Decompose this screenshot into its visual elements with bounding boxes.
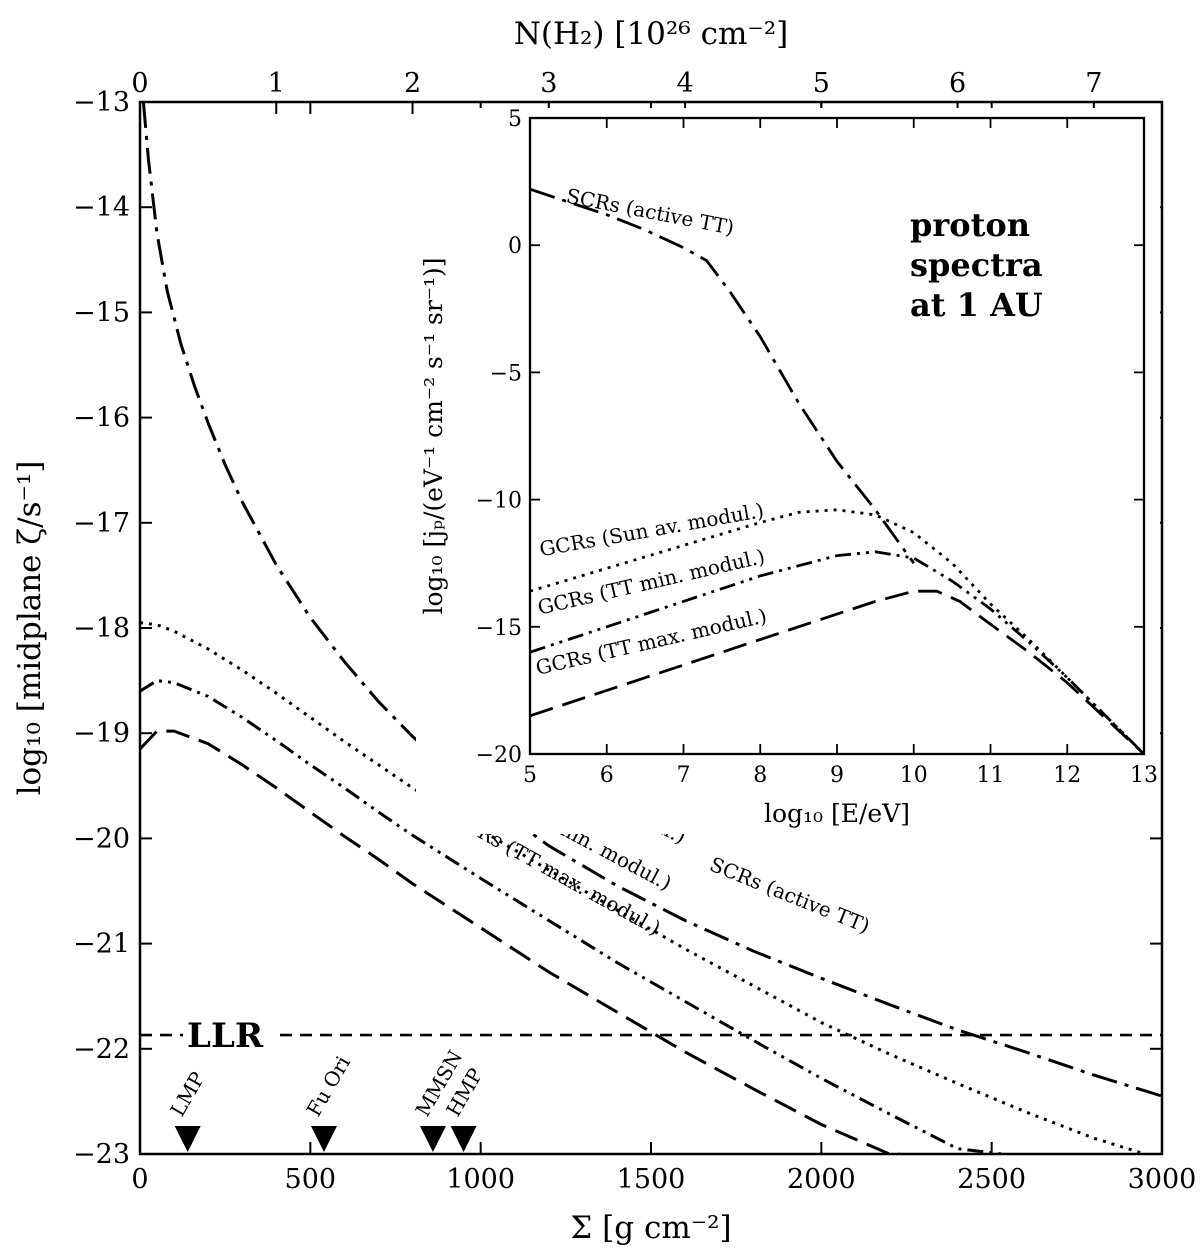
main-x2-tick-label: 1 <box>268 68 285 99</box>
marker-triangle-lmp <box>174 1126 201 1152</box>
inset-background <box>416 108 1160 834</box>
inset-annotation-line: proton <box>910 206 1030 244</box>
marker-fu-ori: Fu Ori <box>302 1052 356 1152</box>
main-x-tick-label: 500 <box>285 1164 337 1195</box>
inset-series-gcrs-tt-max-modul <box>530 589 1144 754</box>
main-x-axis-title: Σ [g cm⁻²] <box>570 1210 731 1246</box>
main-x2-tick-label: 5 <box>813 68 830 99</box>
inset-series-group <box>530 187 1144 754</box>
main-x2-tick-label: 3 <box>540 68 557 99</box>
inset-x-tick-label: 5 <box>523 763 537 788</box>
main-x-tick-label: 1500 <box>617 1164 686 1195</box>
main-y-tick-label: −16 <box>73 403 130 434</box>
main-x2-tick-label: 7 <box>1085 68 1102 99</box>
inset-y-ticks: −20 −15 −10 −5 0 5 <box>476 107 1144 768</box>
inset-y-axis-title: log₁₀ [jₚ/(eV⁻¹ cm⁻² s⁻¹ sr⁻¹)] <box>419 257 448 614</box>
main-x-tick-label: 1000 <box>446 1164 515 1195</box>
main-y-tick-label: −19 <box>73 718 130 749</box>
inset-y-tick-label: 0 <box>508 234 522 259</box>
main-curve-label-scrs-active-tt: SCRs (active TT) <box>706 852 873 938</box>
marker-lmp: LMP <box>165 1068 210 1152</box>
llr-label-bg <box>183 1005 280 1048</box>
inset-y-tick-label: −15 <box>476 616 522 641</box>
llr-label: LLR <box>187 1016 264 1056</box>
main-x2-ticks: 0 1 2 3 4 5 6 7 <box>131 68 1102 114</box>
inset-x-axis-title: log₁₀ [E/eV] <box>764 799 910 828</box>
inset-y-tick-label: −20 <box>476 743 522 768</box>
main-y-tick-label: −20 <box>73 823 130 854</box>
inset-x-tick-label: 8 <box>753 763 767 788</box>
main-y-tick-label: −15 <box>73 297 130 328</box>
main-series-scrs-active-tt <box>141 102 1162 1098</box>
inset-y-tick-label: −5 <box>490 361 522 386</box>
main-y-tick-label: −23 <box>73 1139 130 1170</box>
inset-annotation-line: at 1 AU <box>910 286 1043 324</box>
marker-label-fu-ori: Fu Ori <box>302 1052 356 1121</box>
inset-x-tick-label: 10 <box>900 763 928 788</box>
main-y-ticks: −23 −22 −21 −20 −19 −18 −17 −16 −15 −14 −13 <box>73 87 1162 1170</box>
main-x2-tick-label: 6 <box>949 68 966 99</box>
main-series-group <box>140 102 1162 1154</box>
inset-y-tick-label: −10 <box>476 489 522 514</box>
main-x-tick-label: 3000 <box>1128 1164 1197 1195</box>
inset-x-tick-label: 9 <box>830 763 844 788</box>
inset-annotation-line: spectra <box>910 246 1043 284</box>
main-y-tick-label: −21 <box>73 929 130 960</box>
inset-series-gcrs-sun-av-modul <box>530 508 1144 754</box>
inset-series-gcrs-tt-min-modul <box>530 550 1144 754</box>
main-y-tick-label: −22 <box>73 1034 130 1065</box>
main-y-tick-label: −13 <box>73 87 130 118</box>
main-x-tick-label: 2000 <box>787 1164 856 1195</box>
main-x2-axis-title: N(H₂) [10²⁶ cm⁻²] <box>514 16 789 52</box>
main-series-gcrs-tt-min-modul <box>140 679 1003 1154</box>
main-x2-tick-label: 2 <box>404 68 421 99</box>
main-x2-tick-label: 0 <box>131 68 148 99</box>
main-x2-tick-label: 4 <box>676 68 693 99</box>
main-x-tick-label: 2500 <box>957 1164 1026 1195</box>
main-x-ticks: 0 500 1000 1500 2000 2500 3000 <box>131 102 1196 1195</box>
marker-label-lmp: LMP <box>165 1068 209 1121</box>
marker-triangle-fu-ori <box>310 1126 337 1152</box>
main-x-tick-label: 0 <box>131 1164 148 1195</box>
inset-plot: 5 6 7 8 9 10 11 12 13 −20 −15 −10 −5 0 5 log₁₀ [E/eV] lo… <box>416 107 1160 834</box>
main-y-tick-label: −18 <box>73 613 130 644</box>
marker-triangle-mmsn <box>419 1126 446 1152</box>
inset-x-ticks: 5 6 7 8 9 10 11 12 13 <box>523 118 1158 788</box>
inset-series-scrs-active-tt <box>530 187 915 565</box>
inset-x-tick-label: 7 <box>677 763 691 788</box>
main-y-tick-label: −17 <box>73 508 130 539</box>
inset-x-tick-label: 13 <box>1130 763 1158 788</box>
marker-triangle-hmp <box>450 1126 477 1152</box>
main-y-axis-title: log₁₀ [midplane ζ/s⁻¹] <box>12 461 48 796</box>
main-y-tick-label: −14 <box>73 192 130 223</box>
inset-x-tick-label: 12 <box>1053 763 1081 788</box>
inset-x-tick-label: 6 <box>600 763 614 788</box>
main-series-gcrs-tt-max-modul <box>140 729 900 1154</box>
inset-x-tick-label: 11 <box>977 763 1005 788</box>
inset-y-tick-label: 5 <box>508 107 522 132</box>
